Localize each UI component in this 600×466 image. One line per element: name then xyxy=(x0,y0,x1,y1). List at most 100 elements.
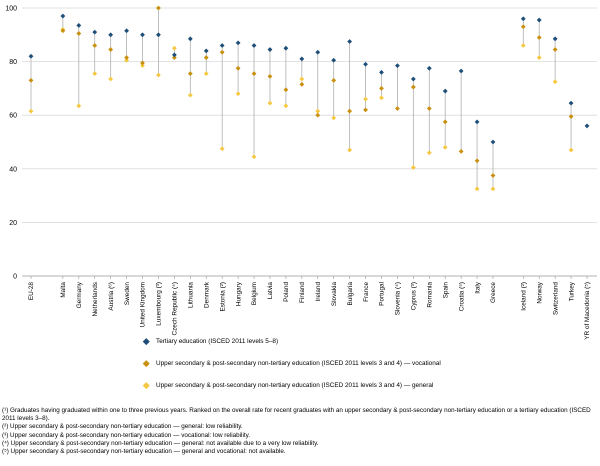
point-vocational xyxy=(187,71,193,77)
point-general xyxy=(124,57,129,63)
point-tertiary xyxy=(490,139,496,145)
point-vocational xyxy=(458,148,464,154)
x-tick-label: Iceland (²) xyxy=(520,282,527,311)
point-vocational xyxy=(379,86,384,91)
point-tertiary xyxy=(520,16,526,22)
x-tick-label: Poland xyxy=(283,282,290,302)
point-tertiary xyxy=(395,63,400,69)
point-general xyxy=(203,71,209,77)
x-tick-label: Malta xyxy=(60,282,67,298)
point-vocational xyxy=(251,71,257,77)
point-vocational xyxy=(219,49,225,55)
x-tick-label: Luxembourg (³) xyxy=(156,282,163,326)
x-tick-label: FYR of Macedonia (⁵) xyxy=(584,282,591,340)
point-vocational xyxy=(28,77,34,83)
point-general xyxy=(363,96,368,102)
footnotes: (¹) Graduates having graduated within on… xyxy=(2,407,598,456)
point-vocational xyxy=(124,55,129,60)
point-tertiary xyxy=(584,123,590,129)
point-general xyxy=(140,63,145,69)
x-tick-label: Greece xyxy=(490,282,497,303)
x-tick-label: Denmark xyxy=(203,281,210,308)
point-vocational xyxy=(299,81,305,87)
point-tertiary xyxy=(331,57,337,63)
x-tick-label: Switzerland xyxy=(552,282,559,315)
x-tick-label: Slovenia (⁴) xyxy=(395,282,402,315)
point-tertiary xyxy=(187,36,193,42)
point-vocational xyxy=(203,55,209,60)
point-vocational xyxy=(520,24,526,30)
point-vocational xyxy=(552,47,558,52)
legend-marker-vocational xyxy=(142,359,150,367)
x-tick-label: Romania xyxy=(426,282,433,308)
point-vocational xyxy=(235,65,241,71)
point-general xyxy=(171,45,177,51)
x-tick-label: Portugal xyxy=(379,282,386,306)
y-tick-label: 40 xyxy=(9,166,17,173)
point-tertiary xyxy=(426,65,432,71)
x-tick-label: Germany xyxy=(76,281,83,308)
point-vocational xyxy=(363,107,368,113)
legend-swatch-general xyxy=(142,381,149,388)
point-tertiary xyxy=(267,47,273,52)
x-tick-label: Finland xyxy=(299,282,306,303)
x-tick-label: Cyprus (³) xyxy=(411,282,418,310)
x-tick-label: Belgium xyxy=(251,282,258,305)
point-tertiary xyxy=(171,52,177,58)
point-general xyxy=(235,91,241,97)
point-tertiary xyxy=(410,76,416,82)
point-vocational xyxy=(490,173,496,178)
footnote-5: (⁵) Upper secondary & post-secondary non… xyxy=(2,448,286,456)
point-tertiary xyxy=(347,39,353,44)
legend-item-tertiary: Tertiary education (ISCED 2011 levels 5–… xyxy=(142,337,278,345)
point-general xyxy=(379,95,384,101)
point-general xyxy=(410,165,416,170)
footnote-3: (³) Upper secondary & post-secondary non… xyxy=(2,431,251,439)
point-vocational xyxy=(442,119,448,125)
data-points xyxy=(28,5,590,192)
y-tick-label: 80 xyxy=(9,59,17,66)
x-tick-label: Hungary xyxy=(235,281,242,306)
point-vocational xyxy=(568,114,574,119)
point-tertiary xyxy=(363,61,368,67)
x-tick-label: Slovakia xyxy=(331,282,338,307)
point-general xyxy=(92,71,98,77)
point-vocational xyxy=(426,106,432,111)
point-general xyxy=(331,115,337,121)
legend-marker-tertiary xyxy=(142,337,150,345)
point-vocational xyxy=(156,5,161,11)
x-tick-label: Turkey xyxy=(568,281,575,301)
point-vocational xyxy=(331,77,337,83)
legend-item-vocational: Upper secondary & post-secondary non-ter… xyxy=(142,359,441,367)
x-tick-label: Lithuania xyxy=(188,282,195,308)
point-tertiary xyxy=(568,100,574,106)
point-general xyxy=(283,103,289,109)
point-tertiary xyxy=(379,69,384,75)
point-general xyxy=(442,144,448,150)
x-tick-label: Italy xyxy=(474,281,481,294)
x-tick-label: Ireland xyxy=(315,282,322,302)
footnote-1: (¹) Graduates having graduated within on… xyxy=(2,407,591,423)
point-tertiary xyxy=(140,32,145,38)
legend-swatch-vocational xyxy=(142,359,149,366)
point-general xyxy=(315,108,321,114)
x-tick-label: Croatia (⁵) xyxy=(458,282,465,311)
footnote-4: (⁴) Upper secondary & post-secondary non… xyxy=(2,439,319,447)
point-tertiary xyxy=(219,43,225,48)
point-tertiary xyxy=(76,23,82,28)
x-tick-label: Estonia (²) xyxy=(219,282,226,311)
point-tertiary xyxy=(60,13,66,19)
point-general xyxy=(536,55,542,60)
point-tertiary xyxy=(299,56,305,62)
point-tertiary xyxy=(28,53,34,59)
x-tick-label: Bulgaria xyxy=(347,282,354,306)
x-tick-label: United Kingdom xyxy=(140,282,147,327)
point-general xyxy=(251,154,257,160)
point-general xyxy=(347,147,353,153)
point-general xyxy=(568,147,574,153)
x-tick-label: Czech Republic (⁴) xyxy=(172,282,179,336)
x-tick-label: Spain xyxy=(442,282,449,299)
point-tertiary xyxy=(108,32,114,38)
point-general xyxy=(156,72,161,78)
x-axis: EU-28 Malta Germany Netherlands Austria (⁶) S… xyxy=(28,276,591,344)
